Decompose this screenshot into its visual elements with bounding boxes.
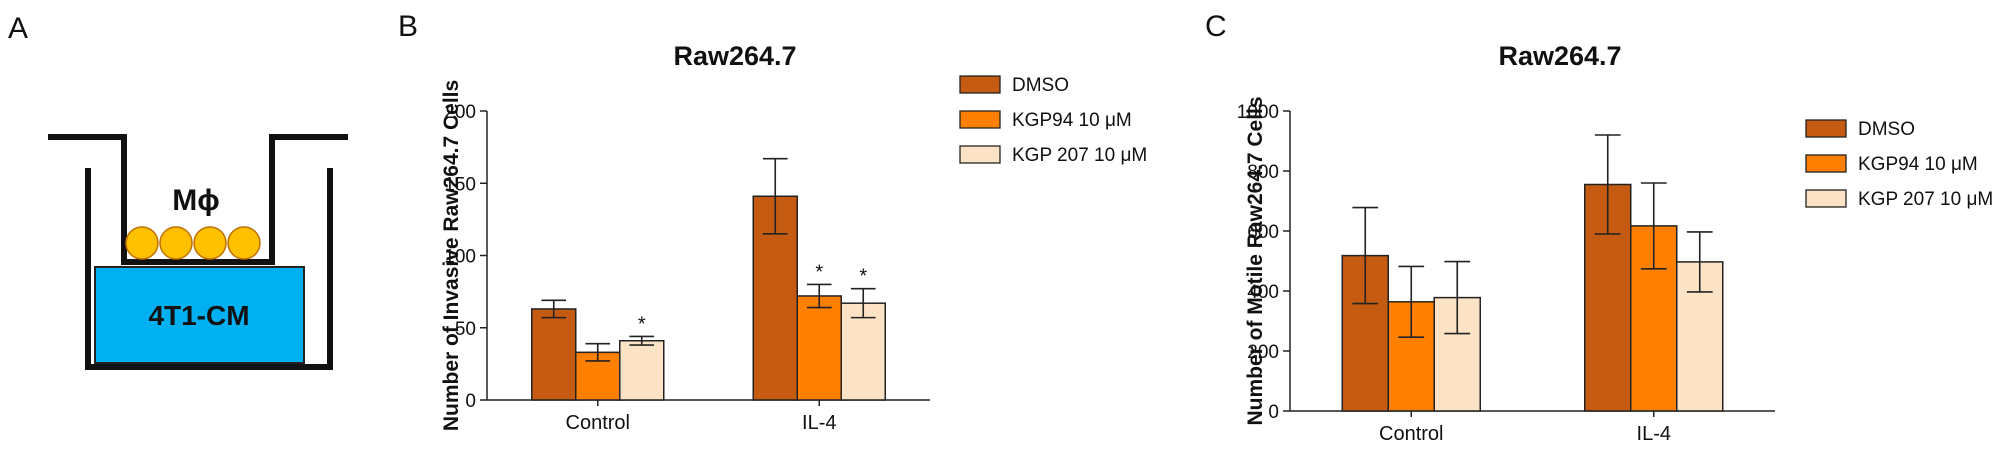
- error-bar: [1352, 206, 1379, 305]
- medium-block: [94, 266, 305, 364]
- error-bar: [1444, 260, 1471, 335]
- chart-title: Raw264.7: [673, 41, 796, 71]
- transwell-insert: [48, 134, 348, 265]
- y-tick-label: 200: [444, 102, 476, 123]
- y-tick-label: 0: [1268, 402, 1279, 423]
- y-tick-label: 1000: [1237, 102, 1279, 123]
- error-bar: [1686, 231, 1713, 293]
- legend-label: KGP94 10 μM: [1012, 110, 1132, 131]
- legend-swatch: [1805, 154, 1847, 173]
- legend-label: DMSO: [1012, 75, 1069, 96]
- chart-title: Raw264.7: [1498, 41, 1621, 71]
- legend-swatch: [959, 110, 1001, 129]
- error-bar: [629, 335, 655, 346]
- error-bar: [806, 283, 832, 309]
- y-tick-label: 0: [465, 391, 476, 412]
- panel-b-label: B: [398, 10, 418, 43]
- chart-panel-b: B Raw264.7 Number of Invasive Raw264.7 Ce…: [398, 10, 1147, 434]
- medium-label: 4T1-CM: [148, 300, 249, 331]
- panel-a-transwell-diagram: A 4T1-CM Mϕ: [8, 12, 348, 370]
- legend-label: KGP94 10 μM: [1858, 154, 1978, 175]
- y-tick-label: 50: [455, 319, 476, 340]
- y-tick-label: 600: [1247, 222, 1279, 243]
- error-bar: [1398, 265, 1425, 338]
- cell-label: Mϕ: [172, 184, 219, 217]
- legend-swatch: [1805, 119, 1847, 138]
- y-tick-label: 400: [1247, 282, 1279, 303]
- chart-panel-c: C Raw264.7 Number of Motile Raw264.7 Cell…: [1205, 10, 1993, 445]
- macrophage-cell-1: [125, 226, 159, 260]
- y-tick-label: 800: [1247, 162, 1279, 183]
- x-tick-label: IL-4: [1637, 423, 1671, 445]
- legend-swatch: [959, 75, 1001, 94]
- macrophage-cell-2: [159, 226, 193, 260]
- legend-label: KGP 207 10 μM: [1012, 145, 1147, 166]
- y-axis-label: Number of Motile Raw264.7 Cells: [1244, 96, 1267, 425]
- macrophage-cells: [125, 226, 261, 260]
- legend-swatch: [1805, 189, 1847, 208]
- significance-marker: *: [638, 313, 646, 335]
- x-tick-label: Control: [566, 412, 630, 434]
- outer-well: [85, 168, 333, 370]
- legend-label: KGP 207 10 μM: [1858, 189, 1993, 210]
- bar: [796, 295, 842, 401]
- error-bar: [850, 287, 876, 319]
- bar: [619, 340, 665, 401]
- error-bar: [762, 157, 788, 235]
- legend-swatch: [959, 145, 1001, 164]
- y-tick-label: 150: [444, 174, 476, 195]
- error-bar: [1640, 182, 1667, 270]
- panel-c-label: C: [1205, 10, 1227, 43]
- error-bar: [1594, 134, 1621, 235]
- bar: [531, 308, 577, 401]
- x-tick-label: IL-4: [802, 412, 836, 434]
- y-tick-label: 100: [444, 247, 476, 268]
- legend-label: DMSO: [1858, 119, 1915, 140]
- error-bar: [541, 299, 567, 319]
- macrophage-cell-3: [193, 226, 227, 260]
- significance-marker: *: [859, 266, 867, 288]
- y-axis-label: Number of Invasive Raw264.7 Cells: [440, 80, 463, 431]
- macrophage-cell-4: [227, 226, 261, 260]
- x-tick-label: Control: [1379, 423, 1443, 445]
- y-tick-label: 200: [1247, 342, 1279, 363]
- error-bar: [585, 342, 611, 362]
- significance-marker: *: [815, 261, 823, 283]
- panel-a-label: A: [8, 12, 28, 45]
